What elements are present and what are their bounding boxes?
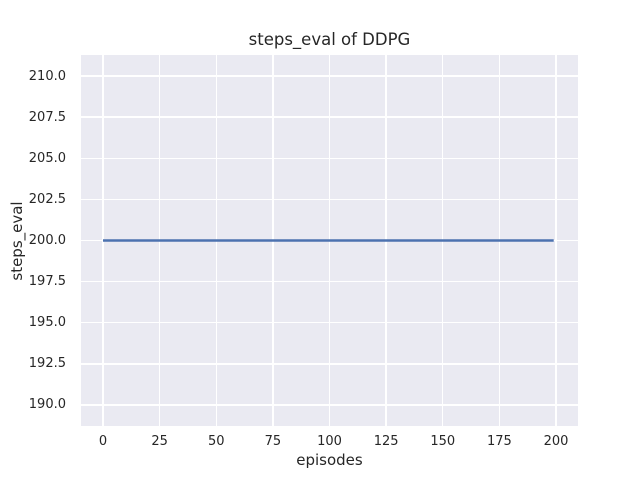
y-gridline bbox=[81, 404, 578, 406]
y-gridline bbox=[81, 75, 578, 77]
y-gridline bbox=[81, 116, 578, 118]
y-tick-label: 192.5 bbox=[28, 356, 66, 372]
y-tick-label: 195.0 bbox=[28, 315, 66, 331]
y-gridline bbox=[81, 363, 578, 365]
x-tick-label: 0 bbox=[98, 434, 108, 449]
line-chart-canvas bbox=[103, 239, 554, 242]
y-gridline bbox=[81, 322, 578, 324]
x-tick-label: 125 bbox=[373, 434, 399, 449]
x-tick-label: 50 bbox=[207, 434, 225, 449]
x-axis-label: episodes bbox=[296, 451, 363, 469]
plot-area bbox=[81, 55, 578, 426]
y-gridline bbox=[81, 157, 578, 159]
y-tick-label: 197.5 bbox=[28, 274, 66, 290]
y-tick-label: 200.0 bbox=[28, 233, 66, 248]
y-gridline bbox=[81, 198, 578, 201]
x-tick-label: 100 bbox=[317, 434, 342, 449]
y-tick-label: 210.0 bbox=[28, 68, 66, 84]
y-tick-label: 207.5 bbox=[28, 109, 66, 125]
x-tick-label: 75 bbox=[264, 434, 282, 449]
chart-title: steps_eval of DDPG bbox=[248, 30, 411, 49]
y-tick-label: 190.0 bbox=[28, 397, 66, 413]
y-tick-label: 205.0 bbox=[28, 150, 66, 166]
x-tick-label: 200 bbox=[543, 434, 569, 449]
x-tick-label: 25 bbox=[151, 434, 168, 449]
x-tick-label: 150 bbox=[430, 434, 456, 449]
y-tick-label: 202.5 bbox=[28, 191, 66, 207]
x-tick-label: 175 bbox=[486, 434, 512, 449]
y-gridline bbox=[81, 280, 578, 283]
